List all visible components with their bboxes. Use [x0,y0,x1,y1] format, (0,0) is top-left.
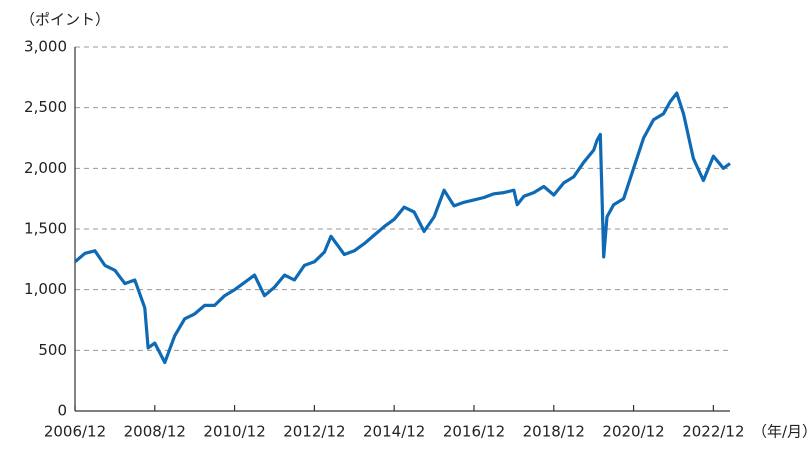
x-tick-label: 2010/12 [203,423,265,441]
x-tick-label: 2018/12 [523,423,585,441]
y-axis-label: （ポイント） [20,11,110,29]
x-tick-label: 2016/12 [443,423,505,441]
y-tick-label: 3,000 [24,38,67,56]
y-tick-label: 2,500 [24,98,67,116]
y-tick-label: 1,000 [24,280,67,298]
x-tick-label: 2008/12 [124,423,186,441]
y-tick-label: 1,500 [24,220,67,238]
data-line [73,91,731,365]
y-tick-label: 500 [38,341,67,359]
y-tick-label: 0 [57,402,67,420]
x-tick-label: 2012/12 [283,423,345,441]
x-axis-unit: （年/月） [752,423,812,441]
x-tick-label: 2006/12 [44,423,106,441]
x-tick-label: 2020/12 [602,423,664,441]
x-tick-label: 2014/12 [363,423,425,441]
x-tick-label: 2022/12 [682,423,744,441]
y-tick-label: 2,000 [24,159,67,177]
